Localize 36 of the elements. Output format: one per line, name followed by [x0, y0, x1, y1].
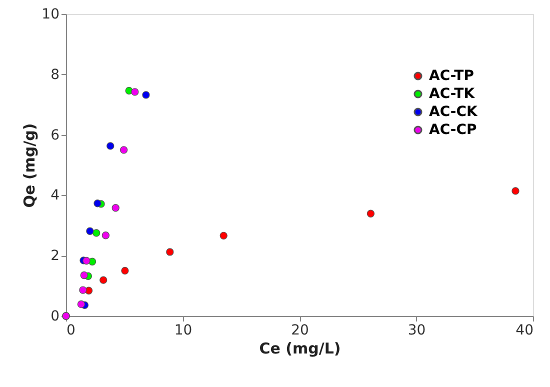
y-tick-label: 0	[50, 308, 60, 324]
point	[120, 146, 128, 154]
point	[220, 232, 228, 240]
point	[166, 248, 174, 256]
legend-label: AC-TP	[429, 68, 474, 84]
point	[100, 276, 108, 284]
point	[82, 256, 90, 265]
point	[512, 187, 520, 195]
point	[80, 271, 88, 280]
y-axis-title: Qe (mg/g)	[20, 123, 39, 208]
y-tick-label: 4	[50, 188, 60, 204]
point	[366, 210, 375, 218]
point	[94, 200, 102, 208]
legend-label: AC-CK	[429, 104, 479, 120]
x-tick-label: 30	[408, 322, 426, 338]
legend-label: AC-TK	[429, 86, 476, 102]
legend-label: AC-CP	[429, 122, 477, 138]
point	[106, 142, 114, 150]
x-axis-title: Ce (mg/L)	[259, 340, 341, 358]
point	[121, 266, 129, 275]
point	[86, 227, 94, 235]
x-tick-label: 10	[174, 322, 192, 338]
point	[102, 232, 110, 240]
point	[79, 286, 87, 294]
x-tick-label: 40	[516, 322, 534, 338]
point	[131, 88, 139, 96]
point	[112, 204, 120, 212]
y-tick-label: 10	[42, 6, 60, 22]
y-tick-label: 8	[50, 66, 60, 83]
point	[77, 300, 86, 308]
y-tick-label: 6	[50, 127, 60, 144]
point	[92, 229, 100, 237]
x-tick-label: 20	[291, 322, 309, 338]
y-tick-label: 2	[50, 248, 60, 264]
x-tick-label: 0	[66, 322, 76, 338]
point	[142, 91, 150, 99]
